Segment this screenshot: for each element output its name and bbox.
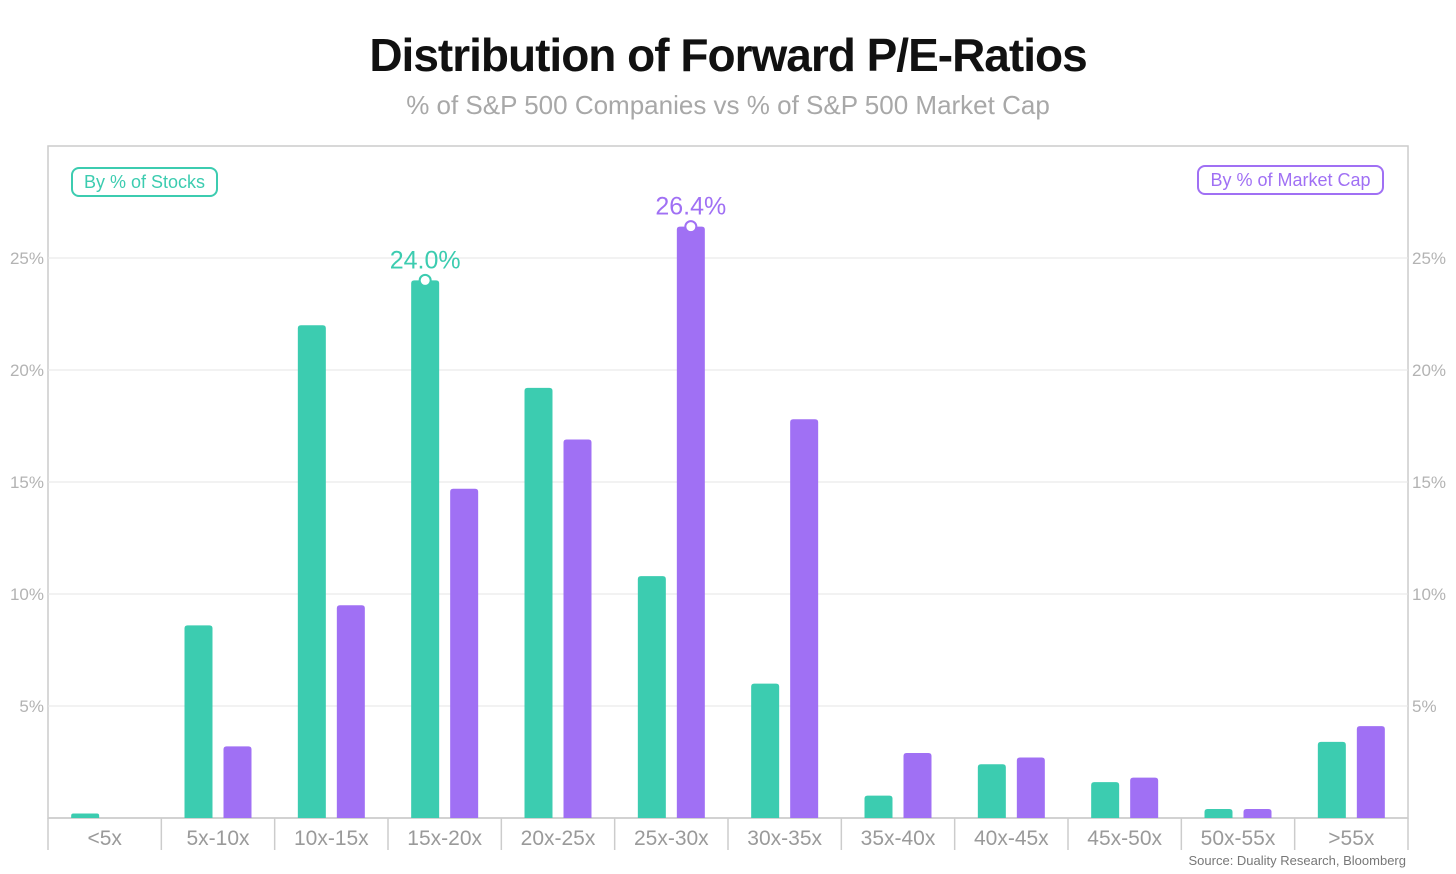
x-tick-label: 40x-45x	[974, 827, 1049, 850]
x-tick-label: 35x-40x	[861, 827, 936, 850]
y-tick-label-right: 5%	[1412, 697, 1437, 716]
bar-stocks	[864, 795, 893, 818]
bar-stocks	[977, 764, 1006, 818]
x-tick-label: <5x	[87, 827, 122, 850]
x-tick-label: 5x-10x	[186, 827, 250, 850]
y-tick-label-right: 10%	[1412, 585, 1446, 604]
y-tick-label-right: 25%	[1412, 249, 1446, 268]
bar-market-cap	[1356, 726, 1385, 818]
bar-stocks	[1091, 782, 1120, 818]
chart-title: Distribution of Forward P/E-Ratios	[369, 29, 1087, 81]
x-tick-label: 10x-15x	[294, 827, 369, 850]
bar-stocks	[297, 325, 326, 818]
legend-stocks-box	[71, 167, 218, 197]
legend-market-cap-box	[1197, 165, 1384, 195]
x-tick-label: 50x-55x	[1201, 827, 1276, 850]
bar-market-cap	[450, 488, 479, 818]
bar-market-cap	[336, 605, 365, 818]
bar-market-cap	[223, 746, 252, 818]
x-tick-label: 20x-25x	[521, 827, 596, 850]
bar-stocks	[1317, 741, 1346, 818]
bar-stocks	[184, 625, 213, 818]
callout-label: 26.4%	[655, 193, 726, 221]
bar-stocks	[1204, 809, 1233, 818]
bar-market-cap	[790, 419, 819, 818]
source-note: Source: Duality Research, Bloomberg	[1188, 853, 1407, 868]
chart-subtitle: % of S&P 500 Companies vs % of S&P 500 M…	[406, 90, 1050, 120]
legend-market-cap-label: By % of Market Cap	[1210, 170, 1370, 190]
bar-market-cap	[903, 753, 932, 818]
callout-marker	[684, 220, 698, 234]
x-tick-label: 45x-50x	[1087, 827, 1162, 850]
y-tick-label-left: 5%	[19, 697, 44, 716]
callout-label: 24.0%	[390, 246, 461, 274]
x-tick-label: 15x-20x	[407, 827, 482, 850]
bar-stocks	[637, 576, 666, 818]
bar-stocks	[71, 813, 100, 818]
bar-market-cap	[1016, 757, 1045, 818]
bar-market-cap	[676, 226, 705, 818]
bar-stocks	[751, 683, 780, 818]
y-tick-label-left: 25%	[10, 249, 44, 268]
y-tick-label-right: 15%	[1412, 473, 1446, 492]
bar-market-cap	[1130, 777, 1159, 818]
bar-stocks	[524, 387, 553, 818]
bar-market-cap	[1243, 809, 1272, 818]
legend-stocks-label: By % of Stocks	[84, 172, 205, 192]
x-tick-label: 25x-30x	[634, 827, 709, 850]
y-tick-label-left: 20%	[10, 361, 44, 380]
bar-stocks	[411, 280, 440, 818]
y-tick-label-left: 15%	[10, 473, 44, 492]
callout-marker	[418, 273, 432, 287]
x-tick-label: >55x	[1328, 827, 1375, 850]
bar-market-cap	[563, 439, 592, 818]
y-tick-label-right: 20%	[1412, 361, 1446, 380]
x-tick-label: 30x-35x	[747, 827, 822, 850]
y-tick-label-left: 10%	[10, 585, 44, 604]
